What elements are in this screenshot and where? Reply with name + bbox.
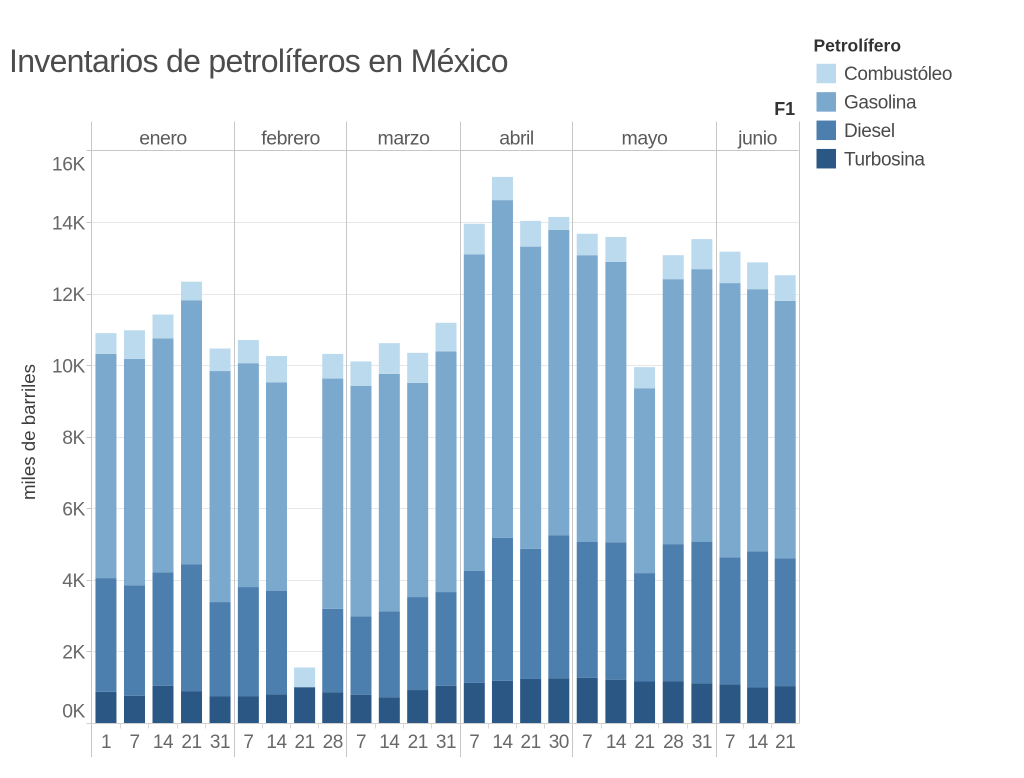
svg-text:7: 7 bbox=[582, 732, 592, 753]
svg-text:10K: 10K bbox=[52, 356, 86, 377]
svg-text:31: 31 bbox=[210, 732, 230, 753]
svg-text:21: 21 bbox=[634, 732, 654, 753]
svg-text:Gasolina: Gasolina bbox=[844, 93, 917, 114]
svg-text:2K: 2K bbox=[62, 643, 85, 664]
svg-text:30: 30 bbox=[549, 732, 569, 753]
svg-text:mayo: mayo bbox=[622, 127, 668, 149]
svg-text:7: 7 bbox=[129, 732, 139, 753]
svg-text:21: 21 bbox=[181, 732, 201, 753]
svg-text:21: 21 bbox=[775, 732, 795, 753]
svg-text:F1: F1 bbox=[774, 99, 795, 119]
svg-text:31: 31 bbox=[692, 732, 712, 753]
svg-text:16K: 16K bbox=[52, 155, 86, 176]
svg-text:31: 31 bbox=[436, 732, 456, 753]
svg-text:14: 14 bbox=[748, 732, 769, 753]
svg-text:miles de barriles: miles de barriles bbox=[18, 364, 39, 500]
svg-text:Turbosina: Turbosina bbox=[844, 149, 925, 170]
svg-text:7: 7 bbox=[243, 732, 253, 753]
svg-text:21: 21 bbox=[521, 732, 541, 753]
svg-text:14K: 14K bbox=[52, 213, 86, 234]
svg-text:junio: junio bbox=[737, 127, 778, 149]
svg-text:28: 28 bbox=[663, 732, 683, 753]
svg-text:febrero: febrero bbox=[261, 127, 320, 149]
svg-text:14: 14 bbox=[266, 732, 287, 753]
svg-text:8K: 8K bbox=[62, 428, 85, 449]
svg-text:Inventarios de petrolíferos en: Inventarios de petrolíferos en México bbox=[9, 43, 508, 79]
svg-text:0K: 0K bbox=[62, 701, 85, 722]
svg-text:7: 7 bbox=[725, 732, 735, 753]
svg-text:14: 14 bbox=[492, 732, 513, 753]
svg-text:4K: 4K bbox=[62, 571, 85, 592]
svg-text:abril: abril bbox=[499, 127, 534, 149]
svg-text:28: 28 bbox=[323, 732, 343, 753]
svg-text:Diesel: Diesel bbox=[844, 121, 895, 142]
svg-text:14: 14 bbox=[606, 732, 627, 753]
svg-text:Combustóleo: Combustóleo bbox=[844, 64, 952, 85]
svg-text:14: 14 bbox=[153, 732, 174, 753]
svg-text:14: 14 bbox=[379, 732, 400, 753]
svg-text:7: 7 bbox=[356, 732, 366, 753]
svg-text:enero: enero bbox=[139, 127, 187, 149]
svg-text:marzo: marzo bbox=[378, 127, 431, 149]
svg-text:1: 1 bbox=[101, 732, 111, 753]
svg-text:12K: 12K bbox=[52, 285, 86, 306]
svg-text:21: 21 bbox=[295, 732, 315, 753]
svg-text:21: 21 bbox=[408, 732, 428, 753]
svg-text:7: 7 bbox=[469, 732, 479, 753]
svg-text:6K: 6K bbox=[62, 500, 85, 521]
svg-text:Petrolífero: Petrolífero bbox=[814, 36, 902, 56]
